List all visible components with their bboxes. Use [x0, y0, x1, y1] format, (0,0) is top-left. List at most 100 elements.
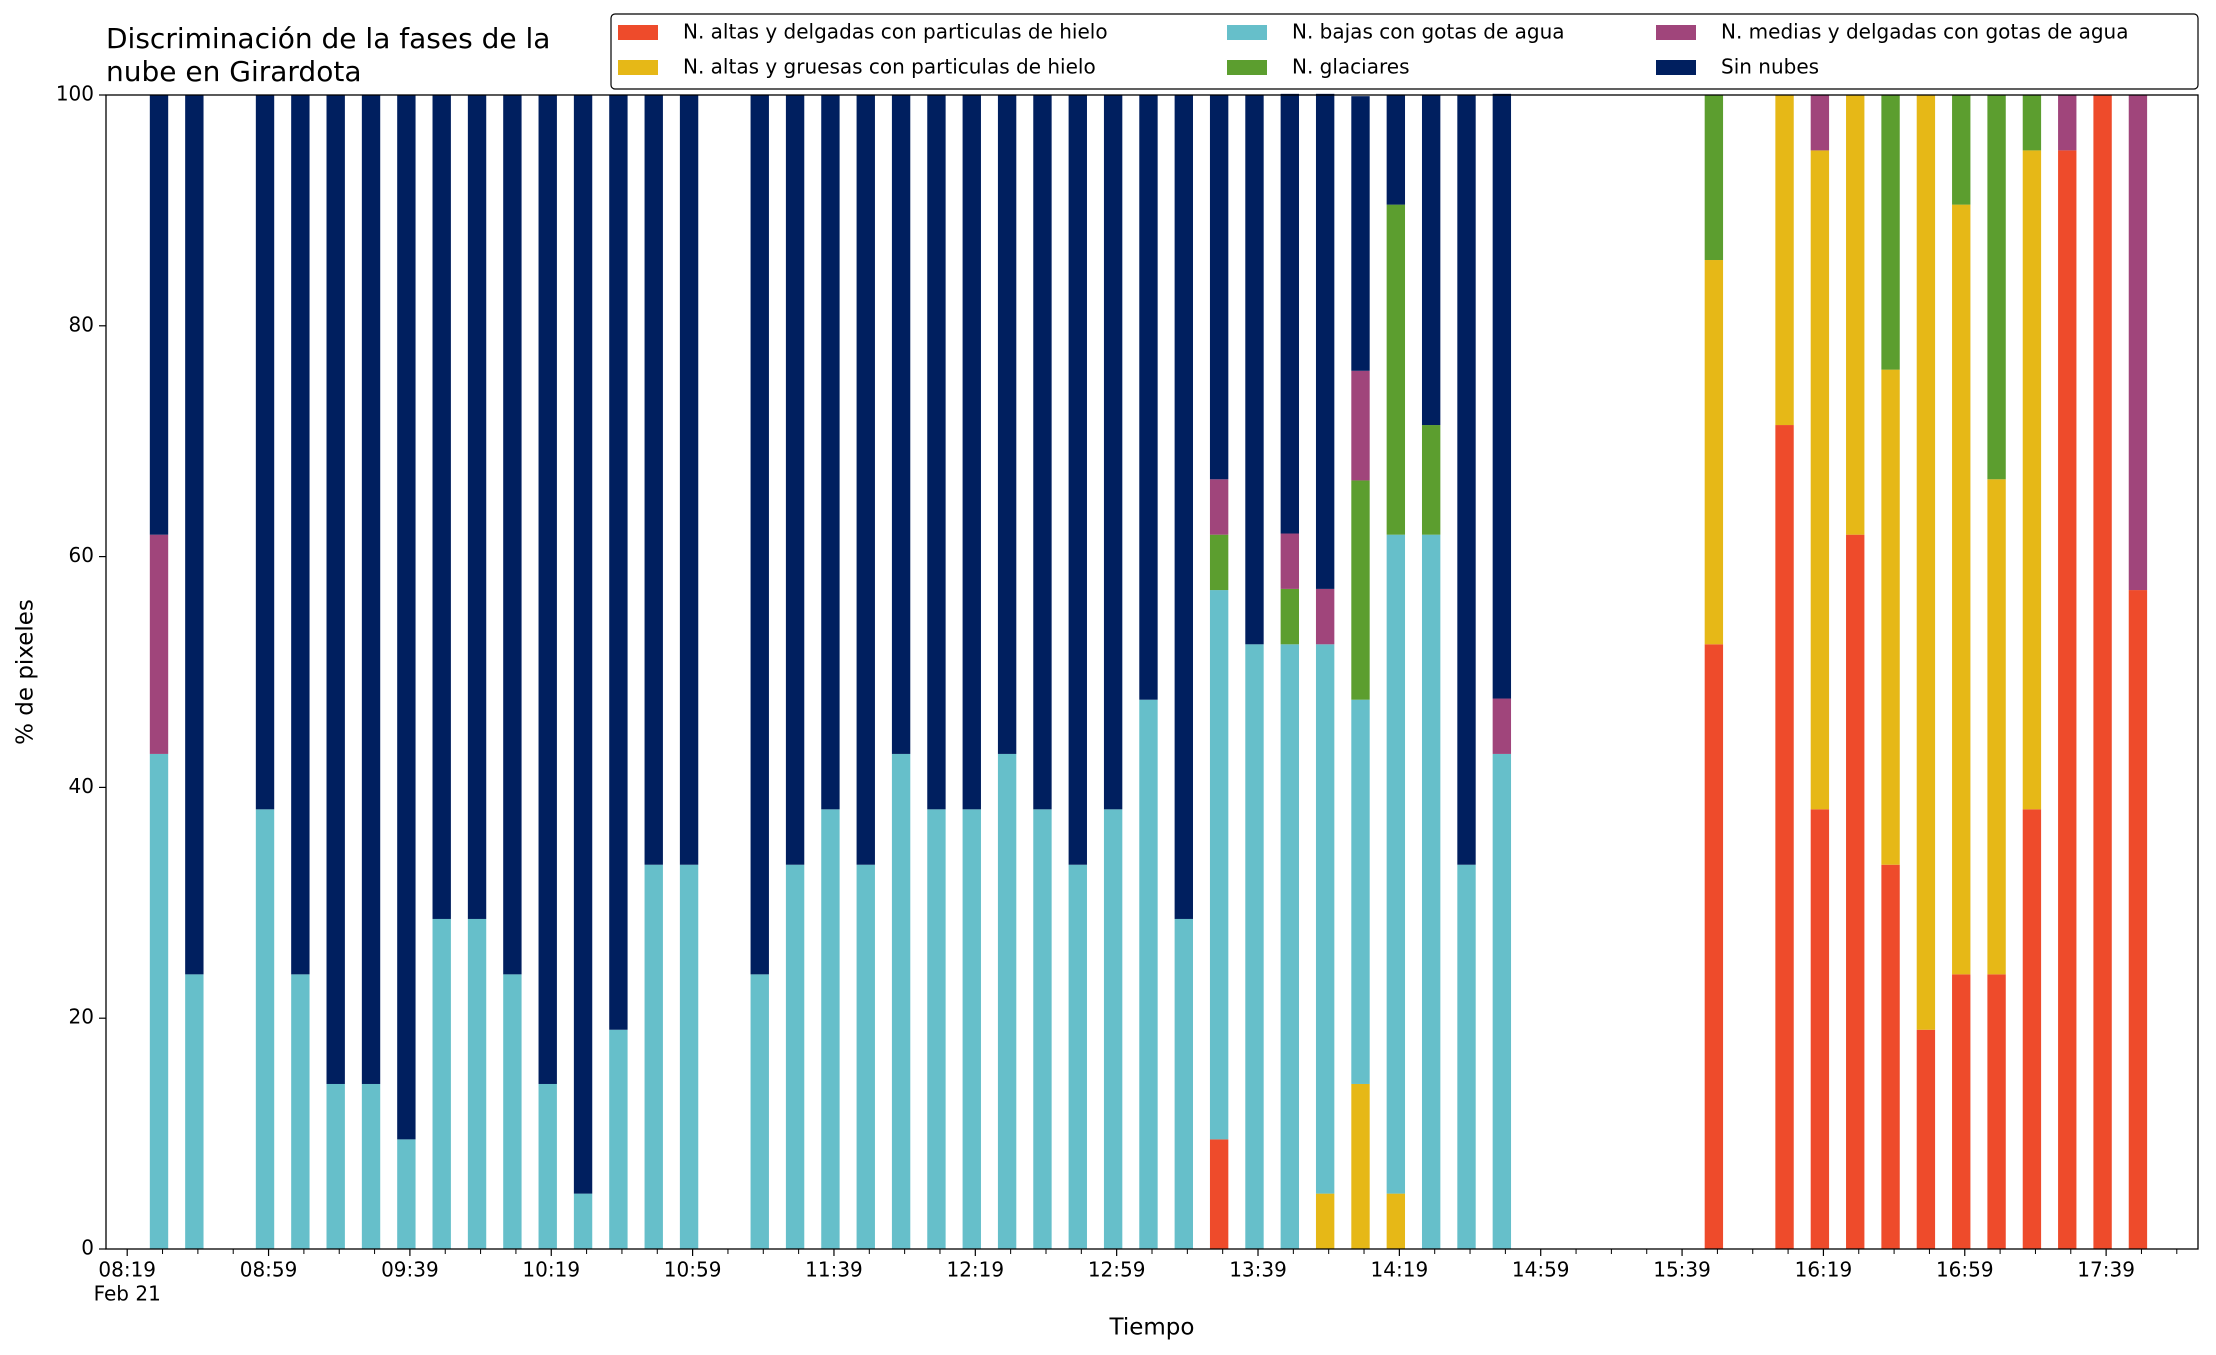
- bar-segment: [361, 1083, 381, 1249]
- y-tick-label: 20: [69, 1005, 94, 1029]
- bar-segment: [291, 974, 310, 1249]
- bar-segment: [1775, 95, 1794, 426]
- bar-segment: [185, 974, 204, 1249]
- bar-segment: [467, 95, 487, 919]
- x-tick-label: 08:59: [240, 1258, 298, 1282]
- bar-segment: [1245, 95, 1264, 645]
- legend-label: N. medias y delgadas con gotas de agua: [1721, 20, 2129, 44]
- bar-segment: [1421, 534, 1441, 1249]
- bar-segment: [1881, 864, 1900, 1249]
- bar-segment: [1103, 95, 1123, 810]
- bar-segment: [185, 95, 204, 975]
- bar-segment: [326, 95, 345, 1084]
- bar-segment: [1987, 95, 2006, 480]
- bar-segment: [679, 864, 699, 1249]
- bar-segment: [891, 95, 911, 754]
- x-date-label: Feb 21: [94, 1282, 161, 1306]
- x-tick-label: 09:39: [381, 1258, 439, 1282]
- legend-swatch: [1656, 60, 1696, 75]
- bar-segment: [1704, 644, 1724, 1249]
- bar-segment: [1916, 1029, 1936, 1249]
- bar-segment: [1245, 644, 1264, 1249]
- bar-segment: [1386, 534, 1406, 1194]
- x-tick-label: 10:19: [522, 1258, 580, 1282]
- bar-segment: [538, 95, 557, 1084]
- bar-segment: [1139, 699, 1158, 1249]
- bar-segment: [1315, 644, 1335, 1194]
- bar-segment: [2093, 95, 2112, 1249]
- bar-segment: [1916, 95, 1936, 1030]
- legend-swatch: [1227, 60, 1267, 75]
- bar-segment: [1386, 1193, 1406, 1249]
- bar-segment: [503, 974, 522, 1249]
- bar-segment: [1351, 699, 1370, 1084]
- bar-segment: [785, 864, 805, 1249]
- bar-segment: [2022, 150, 2042, 810]
- bar-segment: [1704, 260, 1724, 645]
- bar-segment: [1810, 95, 1830, 151]
- bar-segment: [1351, 480, 1370, 700]
- bar-segment: [1351, 1083, 1370, 1249]
- bar-segment: [1881, 369, 1900, 865]
- bar-segment: [1315, 588, 1335, 645]
- bar-segment: [821, 809, 840, 1249]
- bar-segment: [467, 918, 487, 1249]
- bar-segment: [1881, 95, 1900, 370]
- bar-segment: [361, 95, 381, 1084]
- legend: N. altas y delgadas con particulas de hi…: [610, 13, 2199, 90]
- y-axis-label: % de pixeles: [13, 599, 39, 745]
- bar-segment: [1174, 95, 1193, 919]
- legend-swatch: [618, 60, 658, 75]
- bar-segment: [962, 95, 981, 810]
- bar-segment: [1209, 590, 1229, 1140]
- bar-segment: [1280, 588, 1300, 645]
- bar-segment: [1704, 95, 1724, 261]
- bar-segment: [149, 95, 169, 535]
- bar-segment: [1492, 698, 1512, 754]
- bar-segment: [997, 95, 1017, 754]
- y-tick-label: 80: [69, 312, 94, 336]
- chart-title: nube en Girardota: [106, 55, 361, 88]
- y-tick-label: 100: [56, 82, 94, 106]
- bar-segment: [1280, 533, 1300, 589]
- bar-segment: [503, 95, 522, 975]
- bar-segment: [856, 864, 875, 1249]
- bar-segment: [997, 753, 1017, 1249]
- bar-segment: [1033, 809, 1052, 1249]
- x-tick-label: 15:39: [1653, 1258, 1711, 1282]
- bar-segment: [1846, 95, 1865, 535]
- bar-segment: [1103, 809, 1123, 1249]
- bar-segment: [1280, 644, 1300, 1249]
- bar-segment: [1846, 534, 1865, 1249]
- bar-segment: [644, 95, 663, 865]
- x-tick-label: 10:59: [664, 1258, 722, 1282]
- bar-segment: [1952, 974, 1971, 1249]
- legend-swatch: [1227, 25, 1267, 40]
- x-tick-label: 14:59: [1512, 1258, 1570, 1282]
- bar-segment: [1386, 204, 1406, 535]
- bar-segment: [432, 95, 451, 919]
- bar-segment: [149, 534, 169, 754]
- bar-segment: [856, 95, 875, 865]
- bar-segment: [2022, 809, 2042, 1249]
- bar-segment: [573, 1193, 593, 1249]
- x-tick-label: 16:19: [1795, 1258, 1853, 1282]
- bar-segment: [609, 1029, 628, 1249]
- bar-segment: [538, 1083, 557, 1249]
- bar-segment: [1987, 479, 2006, 975]
- chart-title: Discriminación de la fases de la: [106, 22, 550, 55]
- bar-segment: [891, 753, 911, 1249]
- legend-label: N. glaciares: [1292, 55, 1410, 79]
- bar-segment: [255, 809, 275, 1249]
- bar-segment: [432, 918, 451, 1249]
- bar-segment: [750, 95, 769, 975]
- bar-segment: [1351, 96, 1370, 371]
- bar-segment: [1952, 95, 1971, 205]
- legend-label: N. bajas con gotas de agua: [1292, 20, 1565, 44]
- bar-segment: [1068, 95, 1087, 865]
- bar-segment: [1492, 93, 1512, 699]
- bar-segment: [2058, 95, 2077, 151]
- x-tick-label: 16:59: [1936, 1258, 1994, 1282]
- x-tick-label: 14:19: [1371, 1258, 1429, 1282]
- bar-segment: [2128, 590, 2148, 1249]
